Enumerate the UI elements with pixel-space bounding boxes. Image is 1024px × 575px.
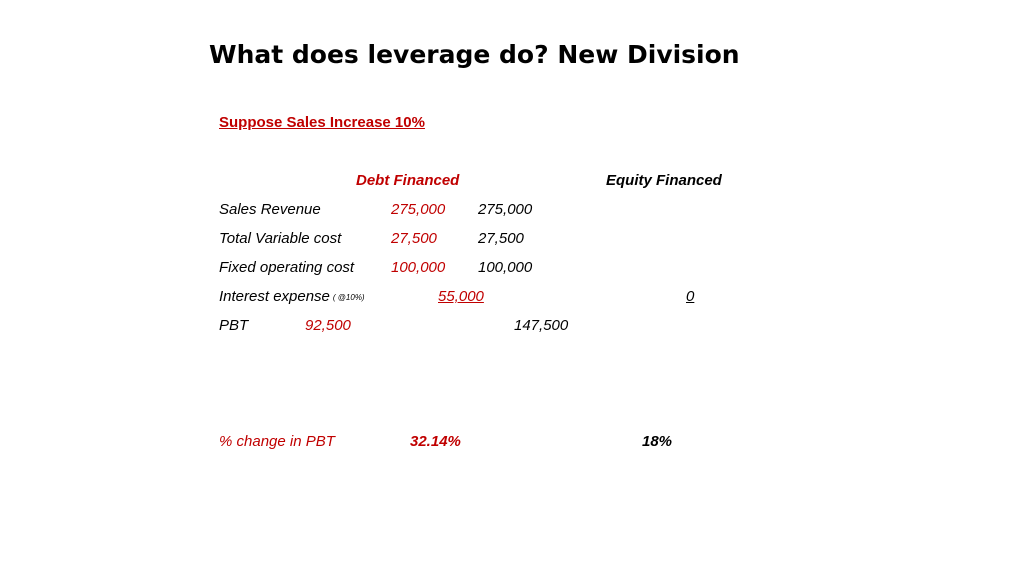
pbt-equity-value: 147,500 xyxy=(514,317,569,334)
interest-expense-debt-value: 55,000 xyxy=(438,289,500,304)
interest-rate-note: ( @10%) xyxy=(332,293,365,302)
sales-revenue-label: Sales Revenue xyxy=(219,201,321,218)
total-variable-cost-debt-value: 27,500 xyxy=(391,230,437,247)
interest-expense-equity-number: 0 xyxy=(686,288,695,305)
fixed-operating-cost-debt-value: 100,000 xyxy=(391,259,446,276)
pbt-change-equity-value: 18% xyxy=(642,433,673,450)
subheading: Suppose Sales Increase 10% xyxy=(219,114,425,131)
interest-expense-debt-number: 55,000 xyxy=(438,288,484,305)
pbt-debt-value: 92,500 xyxy=(305,317,351,334)
interest-expense-equity-value: 0 xyxy=(636,289,694,304)
interest-expense-label-text: Interest expense xyxy=(219,288,330,305)
pbt-change-debt-value: 32.14% xyxy=(410,433,461,450)
equity-financed-header: Equity Financed xyxy=(606,172,722,189)
sales-revenue-debt-value: 275,000 xyxy=(391,201,446,218)
sales-revenue-equity-value: 275,000 xyxy=(478,201,533,218)
fixed-operating-cost-equity-value: 100,000 xyxy=(478,259,533,276)
pbt-change-label: % change in PBT xyxy=(219,433,335,450)
total-variable-cost-equity-value: 27,500 xyxy=(478,230,524,247)
debt-financed-header: Debt Financed xyxy=(356,172,460,189)
fixed-operating-cost-label: Fixed operating cost xyxy=(219,259,355,276)
total-variable-cost-label: Total Variable cost xyxy=(219,230,342,247)
pbt-label: PBT xyxy=(219,317,249,334)
slide-title: What does leverage do? New Division xyxy=(209,40,740,69)
interest-expense-label: Interest expense( @10%) xyxy=(219,289,365,304)
